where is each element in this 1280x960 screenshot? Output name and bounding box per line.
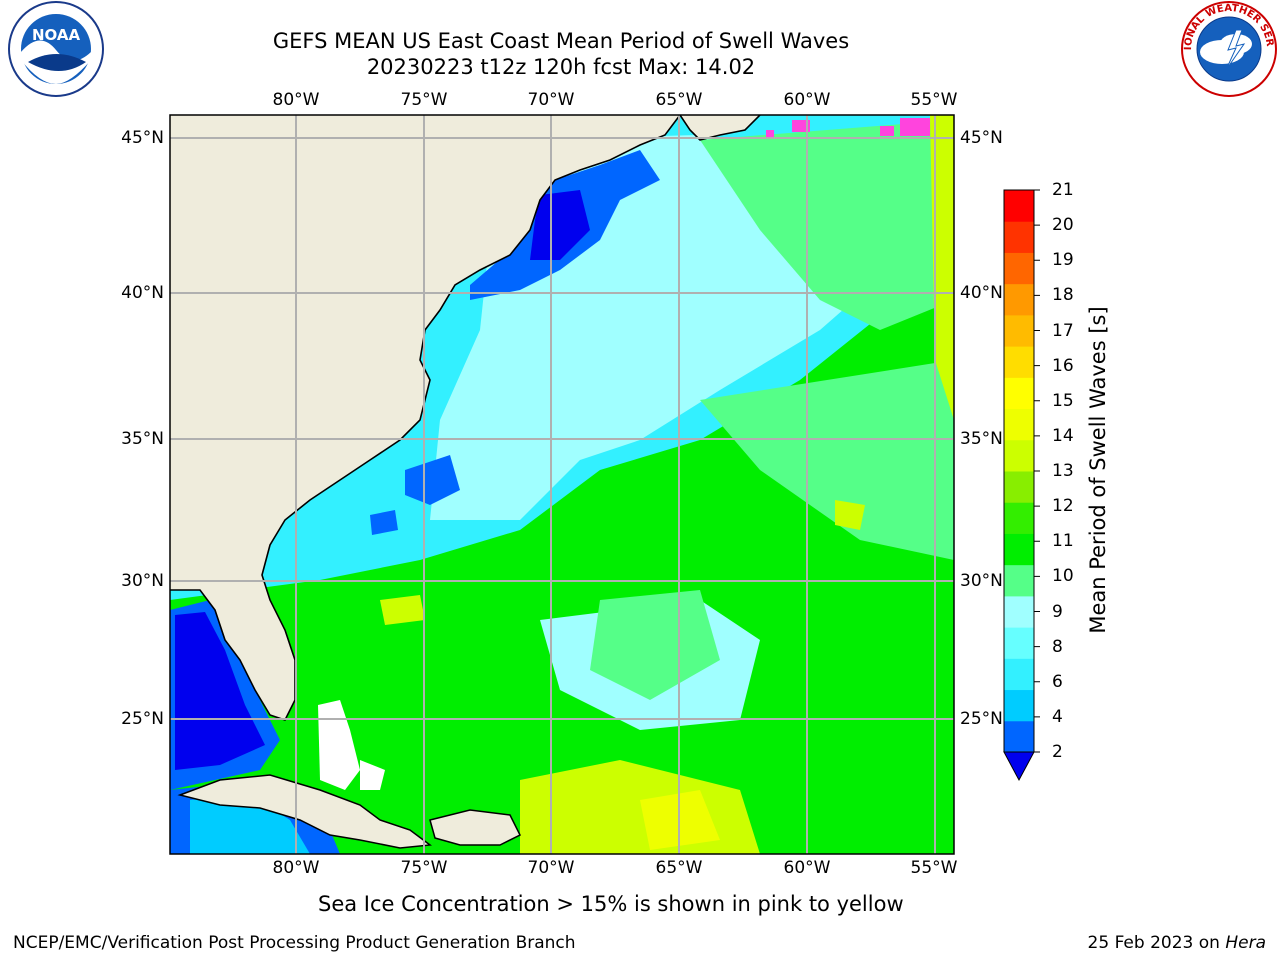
green-south-patch	[590, 590, 720, 700]
colorbar-tick-label: 6	[1052, 671, 1063, 692]
lon-tick-bottom: 65°W	[655, 858, 703, 878]
lat-tick-left: 30°N	[121, 571, 164, 591]
colorbar-segment	[1004, 720, 1034, 753]
colorbar-tick-label: 16	[1052, 355, 1074, 376]
lat-tick-left: 35°N	[121, 429, 164, 449]
colorbar-segment	[1004, 252, 1034, 285]
colorbar-tick-label: 13	[1052, 461, 1074, 481]
chart-subtitle: 20230223 t12z 120h fcst Max: 14.02	[366, 55, 756, 79]
noaa-logo: NOAA	[8, 1, 104, 97]
lat-tick-right: 25°N	[960, 709, 1003, 729]
colorbar-segment	[1004, 564, 1034, 597]
colorbar-segment	[1004, 221, 1034, 253]
colorbar	[1003, 189, 1040, 782]
lon-tick-top: 80°W	[272, 90, 320, 110]
footer-host: Hera	[1225, 933, 1266, 953]
colorbar-tick-label: 10	[1052, 566, 1074, 587]
lat-tick-left: 40°N	[121, 283, 164, 303]
blue-patch	[405, 455, 460, 505]
colorbar-segment	[1004, 689, 1034, 722]
colorbar-segment	[1004, 533, 1034, 566]
colorbar-segment	[1004, 346, 1034, 378]
colorbar-tick-label: 21	[1052, 180, 1074, 200]
blue-patch-2	[370, 510, 398, 535]
colorbar-segment	[1004, 658, 1034, 691]
lon-tick-bottom: 60°W	[783, 858, 831, 878]
gulf-deep-blue	[175, 612, 265, 770]
colorbar-segment	[1004, 314, 1034, 347]
lat-tick-right: 45°N	[960, 128, 1003, 148]
colorbar-label: Mean Period of Swell Waves [s]	[1086, 306, 1110, 634]
colorbar-tick-label: 17	[1052, 320, 1074, 341]
nws-logo-text: NATIONAL WEATHER SERVICE	[0, 0, 1275, 50]
sea-ice-mark	[792, 120, 810, 132]
lon-tick-bottom: 75°W	[400, 858, 448, 878]
colorbar-segment	[1004, 283, 1034, 316]
colorbar-tick-label: 19	[1052, 250, 1074, 271]
deep-blue-coastal	[530, 190, 590, 260]
lat-tick-left: 25°N	[121, 709, 164, 729]
lon-tick-top: 55°W	[910, 90, 958, 110]
colorbar-segment	[1004, 439, 1034, 472]
land-north-america	[170, 115, 680, 720]
land-nova-scotia	[680, 115, 760, 140]
sea-ice-mark-2	[880, 126, 894, 136]
lon-tick-bottom: 70°W	[527, 858, 575, 878]
lon-tick-top: 65°W	[655, 90, 703, 110]
land-hispaniola	[429, 809, 522, 846]
lon-tick-bottom: 80°W	[272, 858, 320, 878]
lon-tick-top: 70°W	[527, 90, 575, 110]
lat-tick-left: 45°N	[121, 128, 164, 148]
caribbean-cyan	[190, 795, 310, 854]
colorbar-segment	[1004, 502, 1034, 534]
colorbar-tick-label: 4	[1052, 706, 1063, 727]
lon-tick-top: 75°W	[400, 90, 448, 110]
nws-logo: NATIONAL WEATHER SERVICE	[0, 0, 1277, 97]
svg-text:NATIONAL WEATHER SERVICE: NATIONAL WEATHER SERVICE	[0, 0, 1275, 50]
colorbar-tick-label: 15	[1052, 390, 1074, 411]
colorbar-segment	[1004, 190, 1034, 222]
yellowgreen-patch	[835, 500, 865, 530]
lat-tick-right: 35°N	[960, 429, 1003, 449]
colorbar-tick-label: 8	[1052, 636, 1063, 657]
gridlines	[170, 115, 954, 854]
land-cuba	[177, 774, 432, 849]
colorbar-segment	[1004, 471, 1034, 503]
coastline	[170, 115, 681, 721]
colorbar-tick-label: 12	[1052, 496, 1074, 517]
colorbar-segment	[1004, 408, 1034, 441]
colorbar-tick-label: 11	[1052, 531, 1074, 552]
colorbar-tick-label: 14	[1052, 425, 1074, 446]
colorbar-tick-label: 20	[1052, 215, 1074, 236]
lon-tick-top: 60°W	[783, 90, 831, 110]
bahamas-white	[318, 700, 360, 790]
sea-ice-note: Sea Ice Concentration > 15% is shown in …	[318, 892, 904, 916]
footer-date-text: 25 Feb 2023 on	[1087, 933, 1226, 953]
colorbar-segment	[1004, 377, 1034, 410]
noaa-logo-text: NOAA	[32, 26, 81, 44]
sea-ice-mark-3	[900, 118, 930, 136]
footer-date: 25 Feb 2023 on Hera	[1088, 933, 1266, 953]
colorbar-under-arrow	[1003, 751, 1035, 782]
lat-tick-right: 30°N	[960, 571, 1003, 591]
colorbar-segment	[1004, 595, 1034, 628]
chart-title: GEFS MEAN US East Coast Mean Period of S…	[272, 29, 850, 53]
colorbar-tick-label: 9	[1052, 601, 1063, 622]
bahamas-white-2	[360, 760, 385, 790]
yellowgreen-patch-2	[380, 595, 425, 625]
green-mid-east	[700, 360, 954, 560]
lon-tick-bottom: 55°W	[910, 858, 958, 878]
colorbar-tick-label: 18	[1052, 285, 1074, 306]
sea-ice-mark-4	[766, 130, 774, 138]
green-northeast	[700, 120, 954, 330]
map-panel	[170, 115, 954, 854]
colorbar-tick-label: 2	[1052, 742, 1063, 762]
colorbar-segment	[1004, 627, 1034, 659]
footer-credit: NCEP/EMC/Verification Post Processing Pr…	[13, 933, 576, 953]
map-frame	[169, 114, 955, 855]
lat-tick-right: 40°N	[960, 283, 1003, 303]
